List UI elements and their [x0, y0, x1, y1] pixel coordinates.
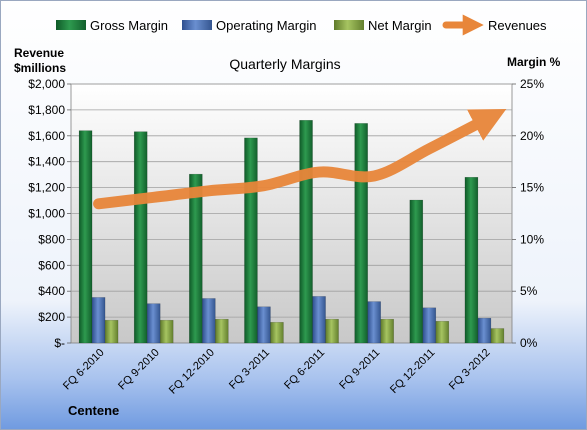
gross-margin-bar [354, 123, 368, 344]
net-margin-bar [104, 319, 119, 344]
operating-margin-bar [477, 317, 492, 344]
left-axis-title-line2: $millions [14, 61, 66, 75]
operating-margin-bar [257, 306, 271, 344]
legend-label-gross-margin: Gross Margin [90, 18, 168, 33]
legend-label-net-margin: Net Margin [368, 18, 432, 33]
gross-margin-bar [464, 176, 479, 344]
right-tick-label: 10% [520, 232, 544, 246]
right-tick-label: 20% [520, 129, 544, 143]
net-margin-bar [435, 320, 450, 344]
left-tick-label: $1,200 [28, 181, 65, 195]
left-tick-label: $1,400 [28, 155, 65, 169]
right-tick-label: 25% [520, 77, 544, 91]
bars [78, 120, 505, 344]
left-tick-label: $- [54, 336, 65, 350]
operating-margin-bar [312, 296, 326, 344]
chart-title: Quarterly Margins [229, 56, 340, 72]
gross-margin-bar [133, 131, 148, 344]
left-tick-label: $200 [38, 310, 65, 324]
gross-margin-bar [299, 120, 313, 344]
left-axis-ticks: $- $200 $400 $600 $800 $1,000 $1,200 $1,400 $1,6… [28, 77, 71, 350]
right-axis-ticks: 0% 5% 10% 15% 20% 25% [512, 77, 544, 350]
legend-label-revenues: Revenues [488, 18, 547, 33]
legend: Gross Margin Operating Margin Net Margin… [56, 14, 547, 36]
right-axis-title: Margin % [507, 55, 561, 69]
left-tick-label: $1,000 [28, 207, 65, 221]
right-tick-label: 15% [520, 181, 544, 195]
legend-label-operating-margin: Operating Margin [216, 18, 316, 33]
net-margin-bar [380, 318, 394, 344]
net-margin-bar [490, 328, 505, 344]
net-margin-bar [270, 322, 284, 344]
operating-margin-bar [422, 307, 437, 344]
net-margin-bar [325, 318, 339, 344]
left-tick-label: $1,800 [28, 103, 65, 117]
right-tick-label: 0% [520, 336, 538, 350]
legend-swatch-operating-margin [182, 20, 212, 30]
net-margin-bar [215, 318, 229, 344]
gross-margin-bar [189, 173, 203, 344]
revenue-line-group [93, 108, 507, 210]
legend-swatch-gross-margin [56, 20, 86, 30]
legend-item-gross-margin: Gross Margin [56, 18, 168, 33]
left-tick-label: $800 [38, 232, 65, 246]
operating-margin-bar [146, 303, 161, 344]
net-margin-bar [159, 319, 174, 344]
legend-item-operating-margin: Operating Margin [182, 18, 316, 33]
company-label: Centene [68, 403, 119, 418]
left-tick-label: $400 [38, 284, 65, 298]
gross-margin-bar [78, 130, 93, 344]
revenues-line [93, 108, 507, 210]
gross-margin-bar [409, 199, 424, 344]
operating-margin-bar [367, 301, 381, 344]
left-tick-label: $600 [38, 258, 65, 272]
operating-margin-bar [202, 298, 216, 344]
right-tick-label: 5% [520, 284, 538, 298]
legend-swatch-net-margin [334, 20, 364, 30]
legend-item-revenues: Revenues [442, 14, 547, 36]
left-tick-label: $1,600 [28, 129, 65, 143]
gross-margin-bar [244, 137, 258, 344]
operating-margin-bar [91, 297, 106, 344]
left-tick-label: $2,000 [28, 77, 65, 91]
legend-item-net-margin: Net Margin [334, 18, 432, 33]
left-axis-title-line1: Revenue [14, 46, 64, 60]
